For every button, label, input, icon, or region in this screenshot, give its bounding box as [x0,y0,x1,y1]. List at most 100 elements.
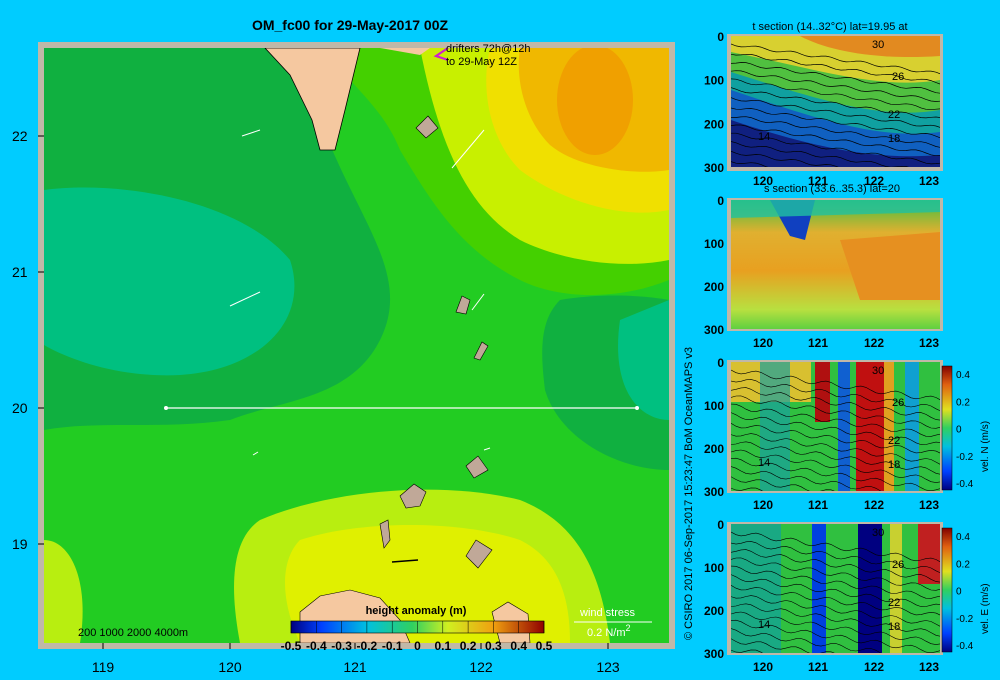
map-ytick-label: 20 [12,400,28,416]
contour-label: 22 [888,435,900,447]
contour-label: 18 [888,133,900,145]
vel-colorbar-tick: 0 [956,425,962,436]
map-xtick-label: 121 [343,659,367,675]
vel-colorbar-tick: 0.2 [956,559,970,570]
section-ytick: 200 [704,280,724,294]
colorbar-tick: -0.1 [382,639,403,653]
contour-label: 26 [892,559,904,571]
section-xtick: 120 [753,498,773,512]
height-anomaly-field [44,48,669,643]
section-ytick: 300 [704,485,724,499]
section-ytick: 200 [704,117,724,131]
contour-label: 22 [888,597,900,609]
section-xtick: 121 [808,174,828,188]
section-ytick: 300 [704,161,724,175]
map-y-ticks: 22 21 20 19 [12,128,44,552]
vel-colorbar-tick: -0.2 [956,614,974,625]
map-ytick-label: 19 [12,536,28,552]
section-ytick: 0 [717,30,724,44]
contour-label: 14 [758,619,770,631]
t-section-title: t section (14..32°C) lat=19.95 at [752,21,907,33]
vel-colorbar-tick: -0.2 [956,452,974,463]
section-ytick: 100 [704,399,724,413]
section-xtick: 120 [753,336,773,350]
v-section-field [731,362,940,491]
colorbar-tick: -0.4 [306,639,327,653]
colorbar-tick: 0 [414,639,421,653]
section-ytick: 100 [704,237,724,251]
contour-label: 18 [888,459,900,471]
colorbar-tick: 0.3 [485,639,502,653]
colorbar-tick: 0.1 [434,639,451,653]
contour-label: 14 [758,457,770,469]
contour-label: 18 [888,621,900,633]
map-ytick-label: 22 [12,128,28,144]
wind-scale-value: 0.2 N/m2 [587,623,631,639]
colorbar-tick: 0.2 [460,639,477,653]
v-colorbar-label: vel. N (m/s) [980,421,991,472]
section-ytick: 300 [704,323,724,337]
section-xtick: 122 [864,498,884,512]
s-section-title: s section (33.6..35.3) lat=20 [764,183,900,195]
section-xtick: 123 [919,174,939,188]
map-xtick-label: 122 [469,659,493,675]
colorbar-tick: 0.4 [510,639,527,653]
credit-text: © CSIRO 2017 06-Sep-2017 15:23:47 BoM Oc… [683,347,695,640]
contour-label: 30 [872,365,884,377]
map-xtick-label: 119 [92,659,115,675]
s-section-field [731,200,940,329]
section-ytick: 100 [704,74,724,88]
contour-label: 22 [888,109,900,121]
contour-label: 30 [872,39,884,51]
colorbar-tick: -0.2 [357,639,378,653]
section-ytick: 100 [704,561,724,575]
u-section-field [731,524,940,653]
section-ytick: 200 [704,442,724,456]
u-colorbar-label: vel. E (m/s) [980,583,991,634]
section-ytick: 0 [717,518,724,532]
section-ytick: 300 [704,647,724,661]
colorbar-tick: -0.5 [281,639,302,653]
section-xtick: 122 [864,336,884,350]
section-xtick: 123 [919,660,939,674]
section-xtick: 121 [808,660,828,674]
section-xtick: 123 [919,498,939,512]
u-colorbar [941,527,953,653]
section-ytick: 200 [704,604,724,618]
colorbar-label: height anomaly (m) [366,605,467,617]
map-xtick-label: 123 [596,659,620,675]
contour-label: 14 [758,131,770,143]
section-xtick: 121 [808,336,828,350]
vel-colorbar-tick: -0.4 [956,479,974,490]
section-xtick: 121 [808,498,828,512]
depth-legend: 200 1000 2000 4000m [78,627,188,639]
map-x-ticks: 119 120 121 122 123 [92,643,620,675]
drifter-track [433,48,449,62]
v-colorbar [941,365,953,491]
section-xtick: 120 [753,174,773,188]
section-xtick: 123 [919,336,939,350]
vel-colorbar-tick: 0.2 [956,397,970,408]
map-xtick-label: 120 [218,659,242,675]
contour-label: 26 [892,71,904,83]
contour-label: 30 [872,527,884,539]
section-xtick: 122 [864,174,884,188]
vel-colorbar-tick: 0.4 [956,370,970,381]
contour-label: 26 [892,397,904,409]
height-colorbar: height anomaly (m) -0.5 -0.4 -0.3 -0.2 -0.1 0… [281,605,553,653]
vel-colorbar-tick: -0.4 [956,641,974,652]
map-title: OM_fc00 for 29-May-2017 00Z [252,17,449,33]
section-ytick: 0 [717,356,724,370]
drifters-label-2: to 29-May 12Z [446,56,517,68]
map-ytick-label: 21 [12,264,28,280]
section-xtick: 122 [864,660,884,674]
section-xtick: 120 [753,660,773,674]
wind-stress-label: wind stress [579,607,636,619]
vel-colorbar-tick: 0 [956,587,962,598]
colorbar-tick: -0.3 [331,639,352,653]
drifters-label-1: drifters 72h@12h [446,43,531,55]
vel-colorbar-tick: 0.4 [956,532,970,543]
t-section-field [731,36,940,167]
section-ytick: 0 [717,194,724,208]
